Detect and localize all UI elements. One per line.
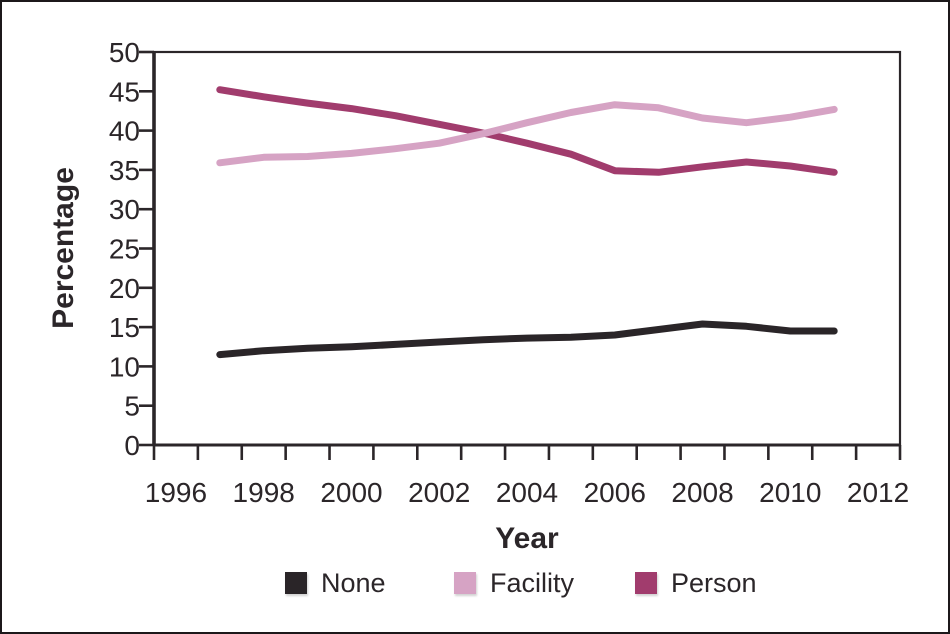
y-tick-label: 20 [109,273,140,304]
series-line-person [216,86,838,176]
x-tick-label: 2010 [759,477,821,508]
x-tick-label: 2002 [408,477,470,508]
y-tick-label: 40 [109,116,140,147]
legend-item-facility: Facility [454,567,575,598]
series-line-facility [216,101,838,167]
y-tick-label: 30 [109,194,140,225]
x-tick-label: 2006 [584,477,646,508]
y-tick-label: 35 [109,155,140,186]
y-tick-label: 5 [124,391,140,422]
y-tick-label: 10 [109,351,140,382]
y-tick-label: 50 [109,37,140,68]
legend-label: Person [671,567,757,598]
y-axis-title: Percentage [47,167,80,329]
x-tick-label: 2008 [671,477,733,508]
x-tick-label: 2004 [496,477,558,508]
plot-frame [152,50,902,447]
x-axis-title: Year [495,522,559,555]
x-tick-label: 1996 [145,477,207,508]
legend: None Facility Person [2,567,948,598]
series-line-none [216,320,838,359]
x-tick-label: 2000 [320,477,382,508]
x-tick-label: 2012 [847,477,909,508]
legend-label: Facility [490,567,575,598]
person-series-swatch-icon [635,572,657,594]
y-tick-label: 15 [109,312,140,343]
legend-item-person: Person [635,567,757,598]
facility-series-swatch-icon [454,572,476,594]
none-series-swatch-icon [285,572,307,594]
y-tick-label: 45 [109,76,140,107]
legend-item-none: None [285,567,386,598]
y-tick-label: 25 [109,234,140,265]
x-tick-label: 1998 [233,477,295,508]
legend-label: None [321,567,386,598]
y-tick-label: 0 [124,430,140,461]
